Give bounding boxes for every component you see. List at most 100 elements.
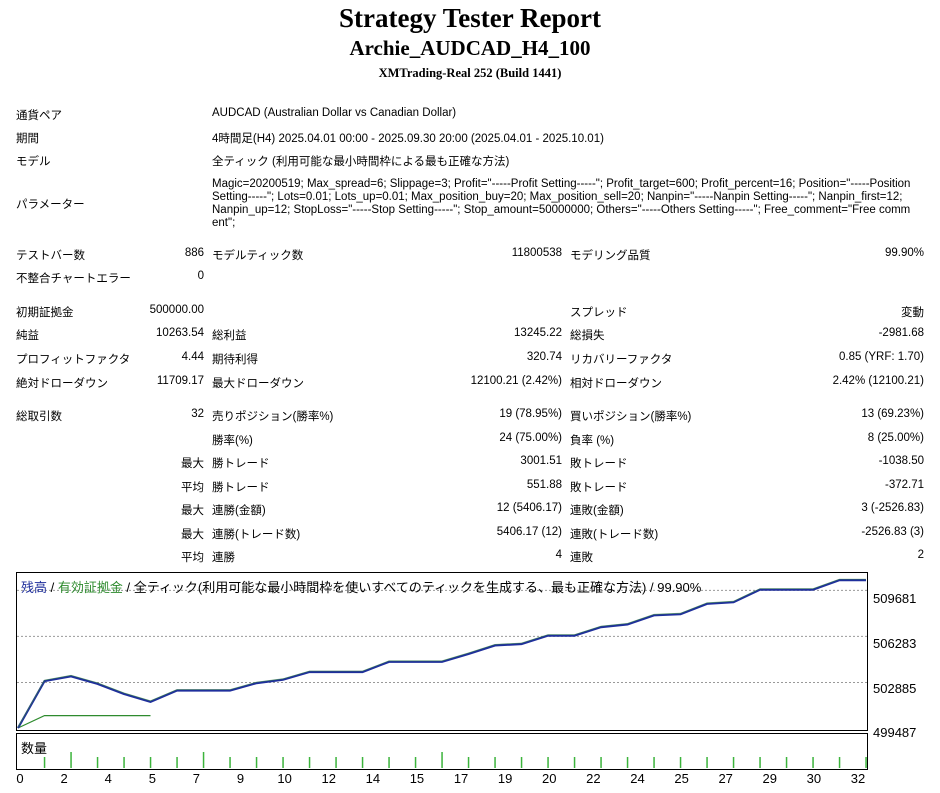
volume-bar bbox=[785, 757, 788, 768]
consecutive-wins-money-label: 連勝(金額) bbox=[212, 505, 266, 517]
largest-loss-label: 敗トレード bbox=[570, 458, 628, 470]
x-tick-label: 30 bbox=[806, 771, 822, 786]
period-value: 4時間足(H4) 2025.04.01 00:00 - 2025.09.30 2… bbox=[212, 133, 604, 145]
average-label: 平均 bbox=[181, 482, 204, 494]
absolute-drawdown-value: 11709.17 bbox=[156, 375, 204, 387]
x-tick-label: 29 bbox=[762, 771, 778, 786]
profit-trades-label: 勝率(%) bbox=[212, 435, 253, 447]
volume-bar bbox=[361, 757, 364, 768]
consecutive-loss-count-label: 連敗(トレード数) bbox=[570, 529, 659, 541]
volume-bar bbox=[229, 757, 231, 768]
largest-profit-label: 勝トレード bbox=[212, 458, 270, 470]
x-tick-label: 14 bbox=[365, 771, 381, 786]
x-tick-label: 12 bbox=[321, 771, 336, 786]
quality-label: モデリング品質 bbox=[570, 250, 651, 262]
volume-bar bbox=[388, 757, 390, 768]
average-loss-value: -372.71 bbox=[884, 479, 924, 491]
volume-bar bbox=[282, 757, 284, 768]
volume-bar bbox=[335, 757, 337, 768]
chart-frame bbox=[16, 572, 868, 731]
net-profit-label: 純益 bbox=[16, 330, 39, 342]
short-positions-value: 19 (78.95%) bbox=[499, 408, 562, 420]
legend-equity: 有効証拠金 bbox=[57, 580, 123, 595]
x-tick-label: 17 bbox=[453, 771, 469, 786]
volume-bar bbox=[96, 757, 99, 768]
volume-bar bbox=[202, 752, 205, 768]
total-trades-value: 32 bbox=[191, 408, 204, 420]
y-tick-label: 509681 bbox=[873, 591, 917, 606]
profit-trades-value: 24 (75.00%) bbox=[499, 432, 562, 444]
legend-balance: 残高 bbox=[21, 580, 48, 595]
x-tick-label: 19 bbox=[497, 771, 513, 786]
loss-trades-value: 8 (25.00%) bbox=[867, 432, 924, 444]
volume-bar bbox=[838, 757, 841, 768]
x-tick-label: 27 bbox=[718, 771, 733, 786]
x-tick-label: 15 bbox=[409, 771, 425, 786]
errors-label: 不整合チャートエラー bbox=[16, 273, 131, 285]
x-tick-label: 25 bbox=[674, 771, 689, 786]
x-tick-label: 9 bbox=[236, 771, 245, 786]
expected-payoff-value: 320.74 bbox=[526, 351, 562, 363]
avg-consecutive-wins-value: 4 bbox=[555, 549, 562, 561]
volume-label: 数量 bbox=[21, 741, 48, 756]
x-tick-label: 20 bbox=[542, 771, 557, 786]
server-build: XMTrading-Real 252 (Build 1441) bbox=[378, 66, 562, 80]
maximal-label: 最大 bbox=[181, 529, 204, 541]
volume-bars bbox=[43, 752, 867, 768]
balance-line bbox=[17, 579, 866, 729]
x-tick-label: 22 bbox=[586, 771, 601, 786]
volume-bar bbox=[255, 757, 258, 768]
params-value: Magic=20200519; Max_spread=6; Slippage=3… bbox=[212, 178, 911, 229]
consecutive-profit-count-value: 5406.17 (12) bbox=[496, 526, 562, 538]
y-tick-label: 502885 bbox=[873, 681, 917, 696]
largest-label: 最大 bbox=[181, 458, 204, 470]
long-positions-value: 13 (69.23%) bbox=[861, 408, 924, 420]
consecutive-losses-money-value: 3 (-2526.83) bbox=[861, 502, 924, 514]
legend-description: / 全ティック(利用可能な最小時間枠を使いすべてのティックを生成する、最も正確な… bbox=[122, 580, 702, 595]
x-tick-label: 24 bbox=[630, 771, 645, 786]
y-tick-label: 506283 bbox=[873, 636, 917, 651]
quality-value: 99.90% bbox=[884, 247, 924, 259]
maximum-label: 最大 bbox=[181, 505, 204, 517]
total-trades-label: 総取引数 bbox=[16, 411, 62, 423]
long-positions-label: 買いポジション(勝率%) bbox=[570, 411, 692, 423]
volume-bar bbox=[732, 757, 735, 768]
volume-bar bbox=[547, 757, 549, 768]
volume-bar bbox=[414, 757, 417, 768]
params-label: パラメーター bbox=[16, 199, 85, 211]
errors-value: 0 bbox=[197, 270, 204, 282]
avg-consecutive-losses-label: 連敗 bbox=[570, 552, 593, 564]
profit-factor-value: 4.44 bbox=[181, 351, 204, 363]
volume-bar bbox=[759, 757, 761, 768]
short-positions-label: 売りポジション(勝率%) bbox=[212, 411, 334, 423]
absolute-drawdown-label: 絶対ドローダウン bbox=[16, 378, 108, 390]
volume-bar bbox=[441, 752, 443, 768]
net-profit-value: 10263.54 bbox=[156, 327, 204, 339]
average-loss-label: 敗トレード bbox=[570, 482, 628, 494]
volume-bar bbox=[43, 757, 46, 768]
x-tick-label: 32 bbox=[850, 771, 866, 786]
volume-bar bbox=[308, 757, 311, 768]
report-title: Strategy Tester Report bbox=[339, 3, 601, 33]
volume-bar bbox=[600, 757, 602, 768]
volume-bar bbox=[812, 757, 814, 768]
volume-bar bbox=[123, 757, 125, 768]
consecutive-loss-count-value: -2526.83 (3) bbox=[861, 526, 924, 538]
equity-line bbox=[17, 715, 151, 729]
largest-loss-value: -1038.50 bbox=[878, 455, 924, 467]
relative-drawdown-label: 相対ドローダウン bbox=[570, 378, 662, 390]
consecutive-losses-money-label: 連敗(金額) bbox=[570, 505, 624, 517]
volume-bar bbox=[626, 757, 629, 768]
gross-loss-value: -2981.68 bbox=[878, 327, 924, 339]
recovery-factor-label: リカバリーファクタ bbox=[570, 354, 673, 366]
chart-lines bbox=[17, 578, 866, 729]
x-tick-label: 5 bbox=[148, 771, 156, 786]
ticks-value: 11800538 bbox=[511, 247, 562, 259]
gross-profit-value: 13245.22 bbox=[514, 327, 562, 339]
consecutive-profit-count-label: 連勝(トレード数) bbox=[212, 529, 301, 541]
volume-bar bbox=[70, 752, 72, 768]
balance-chart bbox=[16, 572, 868, 770]
x-tick-label: 2 bbox=[60, 771, 68, 786]
avg-consecutive-losses-value: 2 bbox=[917, 549, 924, 561]
volume-bar bbox=[653, 757, 655, 768]
